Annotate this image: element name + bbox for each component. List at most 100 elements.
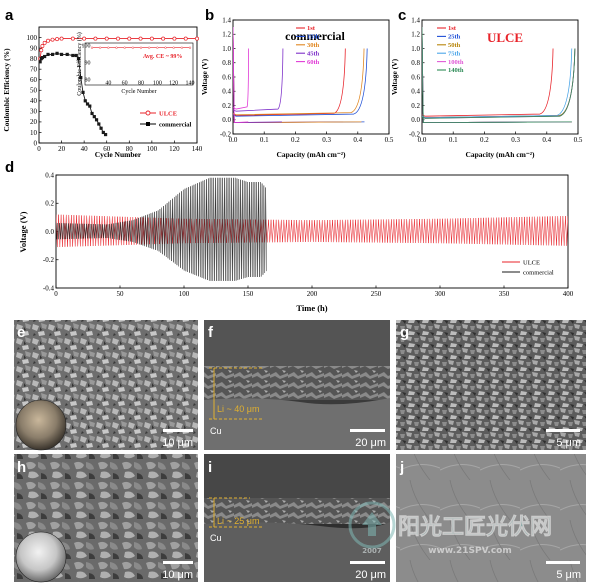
- panel-c-ytick-label: 0.6: [411, 73, 420, 81]
- panel-a-ytick-label: 100: [27, 34, 38, 42]
- panel-a-xtick-label: 0: [37, 145, 41, 153]
- sem-image-g: [396, 320, 586, 450]
- panel-a-ytick-label: 10: [30, 129, 38, 137]
- panel-d-xtick-label: 300: [435, 290, 446, 298]
- data-point-ulce: [116, 36, 120, 41]
- panel-a-inset-frame: [84, 42, 194, 86]
- panel-a-ytick-label: 60: [30, 76, 38, 84]
- panel-c-xtick-label: 0.5: [574, 136, 583, 144]
- inset-xtick-label: 80: [138, 81, 144, 87]
- panel-b-label: b: [205, 7, 214, 24]
- sem-panel-f: f Li ~ 40 μm Cu 20 μm: [204, 320, 390, 450]
- panel-g-label: g: [400, 324, 409, 341]
- cu-label-i: Cu: [210, 533, 222, 543]
- panel-d-ytick-label: 0.2: [45, 200, 54, 208]
- panel-a-xtick-label: 20: [58, 145, 66, 153]
- data-point-commercial: [92, 115, 96, 119]
- thickness-label-i: Li ~ 25 μm: [217, 516, 259, 526]
- data-point-ulce: [127, 36, 132, 41]
- panel-c-legend-75th: 75th: [448, 50, 461, 57]
- panel-d-ticks: 0 50 100 150 200 250 300 350 400 -0.4 -0.2 0.0 0.2 0.…: [43, 171, 574, 298]
- panel-a-xtick-label: 140: [192, 145, 203, 153]
- panel-d-legend: ULCE commercial: [502, 260, 554, 277]
- panel-a: a 0 20 40 60 80 100 120 140 0 10 20 30 40 50 60 70 80 90 1…: [2, 7, 203, 159]
- panel-c-charge-50th: [422, 48, 576, 119]
- panel-b-xtick-label: 0.1: [260, 136, 269, 144]
- data-point-commercial: [94, 118, 99, 122]
- panel-d-xtick-label: 50: [117, 290, 125, 298]
- scale-bar-j: [546, 561, 580, 564]
- photo-inset-h: [15, 531, 67, 583]
- panel-d-xtick-label: 0: [54, 290, 58, 298]
- panel-b-title: commercial: [285, 29, 345, 43]
- panel-d-legend-commercial: commercial: [523, 270, 554, 277]
- data-point-ulce: [70, 36, 75, 41]
- panel-b-xtick-label: 0.2: [291, 136, 300, 144]
- data-point-commercial: [65, 52, 69, 57]
- panel-c-ytick-label: -0.2: [409, 130, 421, 138]
- data-point-commercial: [55, 51, 59, 55]
- scale-label-h: 10 μm: [162, 569, 193, 581]
- panel-c-legend-140th: 140th: [448, 67, 464, 74]
- panel-c-charge-1st: [422, 48, 554, 117]
- sem-panel-h: h 10 μm: [14, 454, 198, 583]
- watermark-logo: [348, 501, 396, 549]
- panel-b-ytick-label: 0.0: [222, 116, 231, 124]
- panel-b-ylabel: Voltage (V): [200, 58, 209, 95]
- panel-d-xtick-label: 400: [563, 290, 574, 298]
- data-point-commercial: [43, 54, 47, 59]
- panel-a-ytick-label: 80: [30, 55, 38, 63]
- data-point-commercial: [85, 102, 90, 106]
- panel-a-ytick-label: 50: [30, 87, 38, 95]
- panel-b-ytick-label: 1.2: [222, 31, 231, 39]
- panel-d-xtick-label: 150: [243, 290, 254, 298]
- inset-xtick-label: 60: [122, 81, 128, 87]
- sem-panel-e: e 10 μm: [14, 320, 198, 451]
- scale-bar-f: [350, 429, 385, 432]
- legend-marker-commercial: [146, 122, 150, 126]
- panel-f-label: f: [208, 324, 214, 341]
- scale-bar-g: [546, 429, 580, 432]
- panel-c: c ULCE 0.0 0.1 0.2 0.3 0.4 0.5-0.20.00.20.40.…: [390, 7, 583, 159]
- cu-substrate-i: [204, 522, 390, 582]
- data-point-commercial: [79, 76, 83, 80]
- panel-c-series: [422, 27, 576, 124]
- panel-i-label: i: [208, 459, 212, 476]
- panel-a-legend: ULCE commercial: [140, 111, 192, 129]
- data-point-ulce: [42, 40, 47, 45]
- photo-inset-e: [15, 399, 67, 451]
- panel-b-legend-45th: 45th: [307, 50, 320, 57]
- data-point-commercial: [83, 99, 87, 103]
- data-point-ulce: [59, 36, 64, 41]
- panel-c-xtick-label: 0.1: [449, 136, 458, 144]
- panel-b-legend-30th: 30th: [307, 42, 320, 49]
- watermark-text: 阳光工匠光伏网: [398, 514, 552, 540]
- data-point-commercial: [38, 60, 42, 64]
- data-point-commercial: [71, 53, 75, 58]
- watermark: 2007 阳光工匠光伏网 www.21SPV.com: [348, 501, 552, 556]
- panel-a-inset-ylabel: Coulombic Efficiency (%): [76, 32, 83, 96]
- inset-point-ulce: [123, 46, 126, 49]
- inset-point-ulce: [107, 46, 110, 49]
- inset-point-ulce: [180, 46, 183, 49]
- panel-a-xtick-label: 40: [81, 145, 89, 153]
- panel-c-xtick-label: 0.2: [480, 136, 489, 144]
- data-point-commercial: [40, 55, 44, 60]
- panel-c-ytick-label: 0.8: [411, 59, 420, 67]
- panel-c-legend-25th: 25th: [448, 34, 461, 41]
- panel-c-charge-25th: [422, 48, 576, 119]
- data-point-commercial: [74, 53, 78, 58]
- data-point-commercial: [81, 90, 85, 94]
- panel-c-charge-100th: [422, 48, 576, 119]
- data-point-ulce: [55, 37, 60, 42]
- panel-b-ytick-label: 1.0: [222, 45, 231, 53]
- panel-a-inset-series: 40 60 80 100 120 140 80 90 100: [82, 43, 195, 86]
- watermark-year: 2007: [362, 547, 382, 555]
- inset-point-ulce: [90, 46, 94, 49]
- data-point-ulce: [183, 36, 188, 41]
- scale-bar-h: [163, 561, 193, 564]
- panel-a-ytick-label: 70: [30, 65, 38, 73]
- panel-j-label: j: [399, 459, 404, 476]
